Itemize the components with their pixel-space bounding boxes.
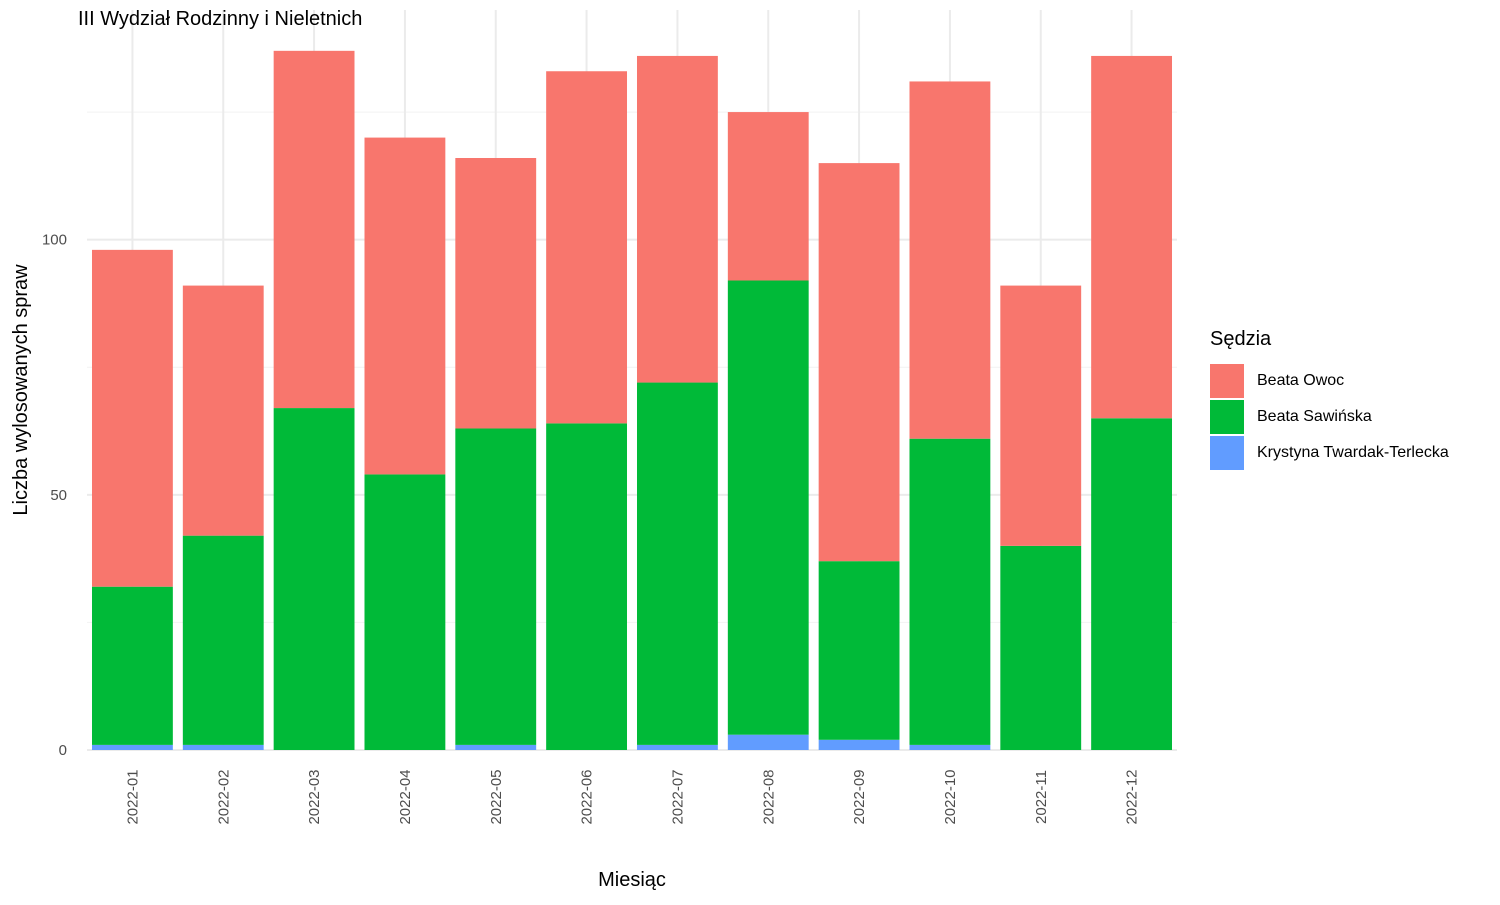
bar-segment <box>546 423 628 750</box>
bar-segment <box>818 163 900 562</box>
bar-segment <box>91 744 173 750</box>
bar-segment <box>727 112 809 281</box>
bar-segment <box>727 280 809 735</box>
bar-segment <box>1000 545 1082 750</box>
bar-segment <box>1091 418 1173 750</box>
bar-segment <box>455 744 537 750</box>
bar-segment <box>909 81 991 439</box>
x-tick-label: 2022-07 <box>669 769 686 824</box>
y-tick-label: 0 <box>59 742 67 759</box>
bar-segment <box>182 285 264 536</box>
bar-segment <box>636 744 718 750</box>
x-tick-label: 2022-05 <box>488 769 505 824</box>
x-tick-label: 2022-10 <box>942 769 959 824</box>
bar-segment <box>636 55 718 383</box>
y-tick-label: 50 <box>50 487 67 504</box>
x-tick-label: 2022-06 <box>579 769 596 824</box>
x-axis-title: Miesiąc <box>598 869 666 891</box>
bar-segment <box>182 744 264 750</box>
bar-segment <box>546 71 628 424</box>
legend-label: Beata Sawińska <box>1257 408 1372 425</box>
legend-label: Krystyna Twardak-Terlecka <box>1257 444 1449 461</box>
x-tick-label: 2022-03 <box>306 769 323 824</box>
x-tick-label: 2022-04 <box>397 769 414 824</box>
bar-segment <box>909 744 991 750</box>
bar-segment <box>91 586 173 745</box>
bar-segment <box>364 474 446 750</box>
x-tick-label: 2022-08 <box>760 769 777 824</box>
bar-segment <box>273 50 355 409</box>
bar-segment <box>1000 285 1082 546</box>
bar-segment <box>818 561 900 740</box>
x-tick-label: 2022-02 <box>215 769 232 824</box>
x-tick-label: 2022-09 <box>851 769 868 824</box>
legend-item: Beata Owoc <box>1210 363 1449 399</box>
bar-segment <box>273 408 355 750</box>
legend-item: Beata Sawińska <box>1210 399 1449 435</box>
y-tick-label: 100 <box>42 232 67 249</box>
x-tick-label: 2022-01 <box>124 769 141 824</box>
bar-segment <box>91 249 173 587</box>
y-axis-title: Liczba wylosowanych spraw <box>10 264 32 516</box>
legend-key <box>1210 400 1244 434</box>
bar-segment <box>455 428 537 745</box>
legend: Sędzia Beata Owoc Beata Sawińska Krystyna … <box>1210 328 1449 471</box>
legend-label: Beata Owoc <box>1257 372 1345 389</box>
legend-key <box>1210 436 1244 470</box>
bar-segment <box>727 734 809 750</box>
legend-key <box>1210 364 1244 398</box>
bar-segment <box>1091 55 1173 419</box>
bar-segment <box>364 137 446 475</box>
bar-segment <box>182 535 264 745</box>
bar-segment <box>909 438 991 745</box>
bar-segment <box>636 382 718 745</box>
x-tick-label: 2022-11 <box>1033 770 1050 824</box>
chart-title: III Wydział Rodzinny i Nieletnich <box>78 8 363 30</box>
bar-segment <box>818 739 900 750</box>
x-tick-label: 2022-12 <box>1124 769 1141 824</box>
legend-title: Sędzia <box>1210 328 1272 350</box>
legend-item: Krystyna Twardak-Terlecka <box>1210 435 1449 471</box>
bar-segment <box>455 158 537 429</box>
